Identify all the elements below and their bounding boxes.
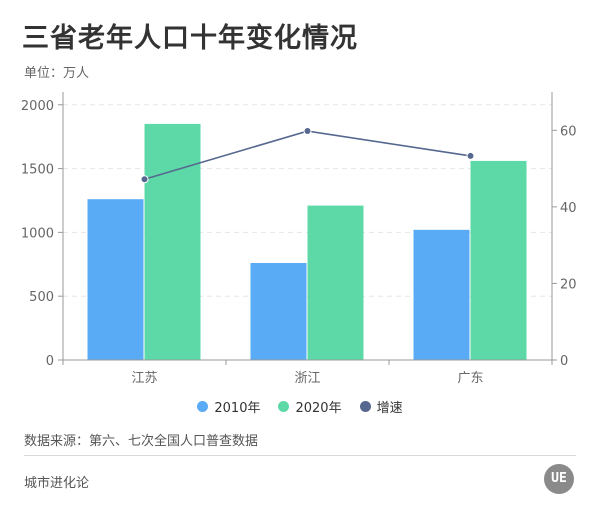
y-right-tick-label: 60 xyxy=(560,124,577,139)
chart-title: 三省老年人口十年变化情况 xyxy=(22,23,358,54)
y-left-tick-label: 1000 xyxy=(21,226,54,241)
y-left-tick-label: 0 xyxy=(46,354,54,369)
y-left-tick-label: 2000 xyxy=(21,99,54,114)
y-left-tick-label: 1500 xyxy=(21,163,54,178)
footer-divider xyxy=(24,455,576,456)
bar-2010-2 xyxy=(413,229,470,360)
legend-label-2010: 2010年 xyxy=(214,401,261,416)
unit-label: 单位：万人 xyxy=(24,66,90,81)
growth-point-1 xyxy=(303,127,312,136)
legend-item-2010[interactable]: 2010年 xyxy=(197,397,260,416)
legend-swatch-growth xyxy=(359,401,371,412)
legend-item-growth[interactable]: 增速 xyxy=(359,397,403,416)
x-tick-label: 浙江 xyxy=(294,371,320,386)
legend-label-growth: 增速 xyxy=(376,401,403,416)
data-source: 数据来源：第六、七次全国人口普查数据 xyxy=(24,434,259,449)
x-tick-label: 广东 xyxy=(457,371,483,386)
legend-swatch-2010 xyxy=(197,401,209,412)
y-left-tick-label: 500 xyxy=(29,290,54,305)
growth-point-2 xyxy=(466,151,475,160)
x-tick-label: 江苏 xyxy=(131,370,157,386)
y-right-tick-label: 0 xyxy=(560,354,568,369)
bar-2020-2 xyxy=(470,160,527,360)
growth-point-0 xyxy=(140,175,149,184)
legend-swatch-2020 xyxy=(278,401,290,412)
legend: 2010年 2020年 增速 xyxy=(0,397,600,416)
y-right-tick-label: 40 xyxy=(560,201,577,216)
bar-2010-1 xyxy=(250,263,307,360)
legend-item-2020[interactable]: 2020年 xyxy=(278,397,342,416)
y-right-tick-label: 20 xyxy=(560,277,577,292)
brand-logo-icon: UE xyxy=(544,464,574,494)
brand-name: 城市进化论 xyxy=(24,476,90,491)
combo-chart: 0 500 1000 1500 2000 0 20 40 60 江苏 浙江 广东 xyxy=(21,92,577,386)
legend-label-2020: 2020年 xyxy=(295,401,342,416)
bar-2020-0 xyxy=(144,123,201,361)
bar-2020-1 xyxy=(307,205,364,360)
bar-2010-0 xyxy=(87,199,144,360)
